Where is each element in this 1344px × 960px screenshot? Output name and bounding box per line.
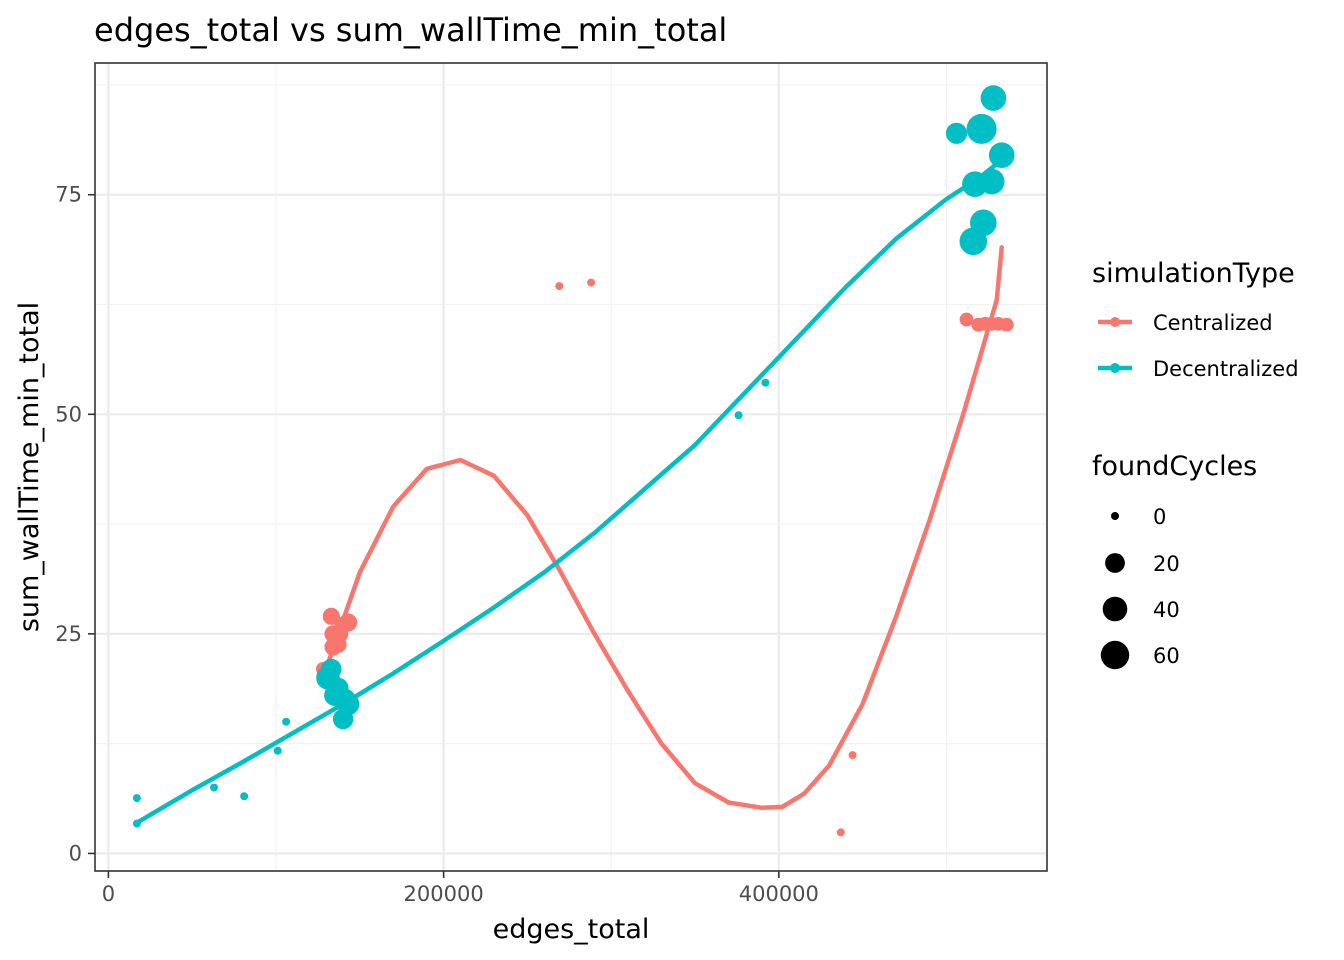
legend-size-point: [1102, 596, 1128, 622]
data-point-centralized: [848, 751, 857, 760]
legend-size-label: 60: [1153, 644, 1180, 668]
legend-color-keys: Centralized Decentralized: [1098, 311, 1299, 381]
legend-key-point: [1110, 317, 1120, 327]
legend-size-label: 20: [1153, 552, 1180, 576]
data-point-centralized: [555, 282, 564, 291]
y-axis-title: sum_wallTime_min_total: [14, 302, 45, 632]
data-point-decentralized: [761, 378, 770, 387]
data-points: [132, 85, 1015, 837]
legend-color-title: simulationType: [1092, 258, 1295, 289]
trend-line-decentralized: [134, 161, 999, 825]
legend-size-keys: 0 20 40 60: [1100, 505, 1180, 670]
legend-key-point: [1110, 363, 1120, 373]
data-point-decentralized: [132, 819, 141, 828]
y-tick-label: 25: [55, 622, 82, 646]
legend-size-title: foundCycles: [1092, 451, 1257, 482]
legend-size-point: [1111, 512, 1119, 520]
x-axis-ticks: 0 200000 400000: [102, 871, 819, 906]
legend-size-label: 0: [1153, 505, 1166, 529]
legend-size-point: [1105, 553, 1125, 573]
data-point-decentralized: [336, 692, 360, 716]
plot-grid: [95, 63, 1047, 871]
legend-label-decentralized: Decentralized: [1153, 357, 1299, 381]
data-point-centralized: [322, 607, 340, 625]
x-axis-title: edges_total: [493, 914, 650, 945]
data-point-centralized: [836, 828, 845, 837]
data-point-decentralized: [273, 746, 282, 755]
legend-size-label: 40: [1153, 598, 1180, 622]
data-point-decentralized: [945, 122, 968, 144]
data-point-decentralized: [966, 113, 997, 144]
trend-line-centralized: [320, 245, 1004, 811]
y-axis-ticks: 0 25 50 75: [55, 183, 95, 865]
data-point-decentralized: [970, 209, 997, 237]
legend: simulationType CentralizedDecentralized …: [1092, 258, 1299, 670]
y-tick-label: 0: [69, 841, 82, 865]
data-point-decentralized: [988, 142, 1015, 168]
legend-label-centralized: Centralized: [1153, 311, 1273, 335]
x-tick-label: 200000: [404, 882, 484, 906]
y-tick-label: 75: [55, 183, 82, 207]
data-point-centralized: [587, 278, 596, 287]
data-point-centralized: [999, 317, 1014, 332]
data-point-decentralized: [978, 168, 1005, 195]
data-point-centralized: [339, 613, 358, 632]
plot-panel-border: [94, 62, 1048, 872]
y-tick-label: 50: [55, 402, 82, 426]
data-point-decentralized: [321, 658, 342, 680]
data-point-decentralized: [240, 792, 249, 801]
data-point-decentralized: [282, 717, 291, 726]
data-point-decentralized: [734, 411, 743, 420]
x-tick-label: 0: [102, 882, 115, 906]
trend-lines: [134, 161, 1004, 825]
data-point-decentralized: [132, 794, 141, 803]
x-tick-label: 400000: [739, 882, 819, 906]
chart-title: edges_total vs sum_wallTime_min_total: [94, 11, 727, 49]
legend-size-point: [1100, 640, 1130, 670]
data-point-decentralized: [980, 85, 1007, 111]
data-point-decentralized: [210, 783, 218, 792]
data-point-centralized: [959, 312, 974, 327]
